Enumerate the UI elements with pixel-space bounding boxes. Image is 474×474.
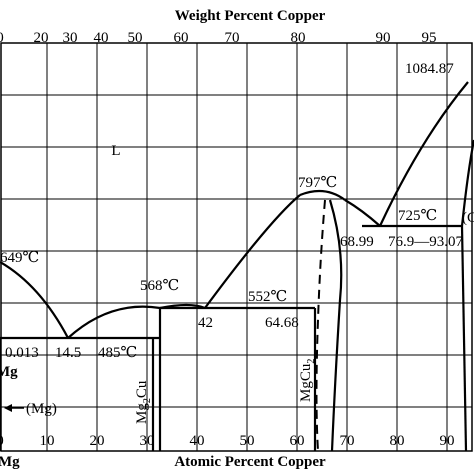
top-axis-title: Weight Percent Copper	[175, 8, 326, 24]
cu-phase-label-partial: (C	[462, 210, 474, 226]
bottom-left-mg-label: Mg	[0, 454, 20, 470]
svg-text:Mg2Cu: Mg2Cu	[134, 380, 153, 424]
mg-phase-label: (Mg)	[26, 401, 57, 417]
liquid-label: L	[111, 143, 120, 159]
liquidus-mgcu2-top	[299, 189, 346, 201]
eutectic-485: 485℃	[98, 345, 137, 361]
top-tick: 90	[376, 30, 391, 46]
comp-6899: 68.99	[340, 234, 374, 250]
top-tick: 30	[63, 30, 78, 46]
top-axis-ticks: 0 20 30 40 50 60 70 80 90 95	[0, 30, 437, 46]
mgcu2-label-main: MgCu	[298, 363, 314, 402]
bottom-tick: 40	[190, 433, 205, 449]
top-tick: 20	[34, 30, 49, 46]
mgcu2-left-boundary-dashed	[315, 199, 326, 452]
eutectic-552: 552℃	[248, 289, 287, 305]
bottom-tick: 0	[0, 433, 4, 449]
top-tick: 0	[0, 30, 4, 46]
top-tick: 60	[174, 30, 189, 46]
mgcu2-melting-temp: 797℃	[298, 175, 337, 191]
cu-solvus	[460, 139, 474, 227]
mg2cu-label: Mg2Cu	[134, 380, 153, 424]
bottom-axis-ticks: 0 10 20 30 40 50 60 70 80 90	[0, 433, 455, 449]
mg-melting-temp: 649℃	[0, 250, 39, 266]
cu-solvus-lower	[460, 225, 468, 452]
mg-arrow-head	[4, 404, 12, 412]
bottom-tick: 70	[340, 433, 355, 449]
mg2cu-label-tail: Cu	[134, 380, 150, 398]
bottom-tick: 60	[290, 433, 305, 449]
bottom-tick: 80	[390, 433, 405, 449]
mgcu2-label: MgCu2	[298, 359, 317, 402]
top-tick: 50	[128, 30, 143, 46]
mg2cu-label-sub: 2	[142, 398, 153, 403]
liquidus-mg2cu-left	[67, 305, 161, 339]
mgcu2-right-boundary	[328, 199, 343, 452]
top-tick: 95	[422, 30, 437, 46]
top-tick: 40	[94, 30, 109, 46]
liquidus-mgcu2-right	[344, 199, 381, 227]
liquidus-cu-side	[379, 81, 469, 227]
liquidus-mgcu2-left	[204, 194, 301, 309]
comp-145: 14.5	[55, 345, 81, 361]
liquidus-mg-side	[0, 261, 69, 339]
bottom-tick: 30	[140, 433, 155, 449]
bottom-tick: 10	[40, 433, 55, 449]
comp-769-9307: 76.9—93.07	[388, 234, 464, 250]
svg-text:MgCu2: MgCu2	[298, 359, 317, 402]
bottom-tick: 50	[240, 433, 255, 449]
comp-0013: 0.013	[5, 345, 39, 361]
mg2cu-label-main: Mg	[134, 403, 150, 424]
bottom-axis-title: Atomic Percent Copper	[174, 454, 326, 470]
bottom-tick: 90	[440, 433, 455, 449]
comp-6468: 64.68	[265, 315, 299, 331]
mg-phase-annotation: (Mg)	[4, 401, 57, 417]
mg2cu-melting-temp: 568℃	[140, 278, 179, 294]
top-tick: 70	[225, 30, 240, 46]
cu-melting-temp: 1084.87	[405, 61, 454, 77]
eutectic-725: 725℃	[398, 208, 437, 224]
left-mg-label: Mg	[0, 364, 18, 380]
comp-42: 42	[198, 315, 213, 331]
bottom-tick: 20	[90, 433, 105, 449]
mgcu2-label-sub: 2	[306, 359, 317, 364]
top-tick: 80	[291, 30, 306, 46]
